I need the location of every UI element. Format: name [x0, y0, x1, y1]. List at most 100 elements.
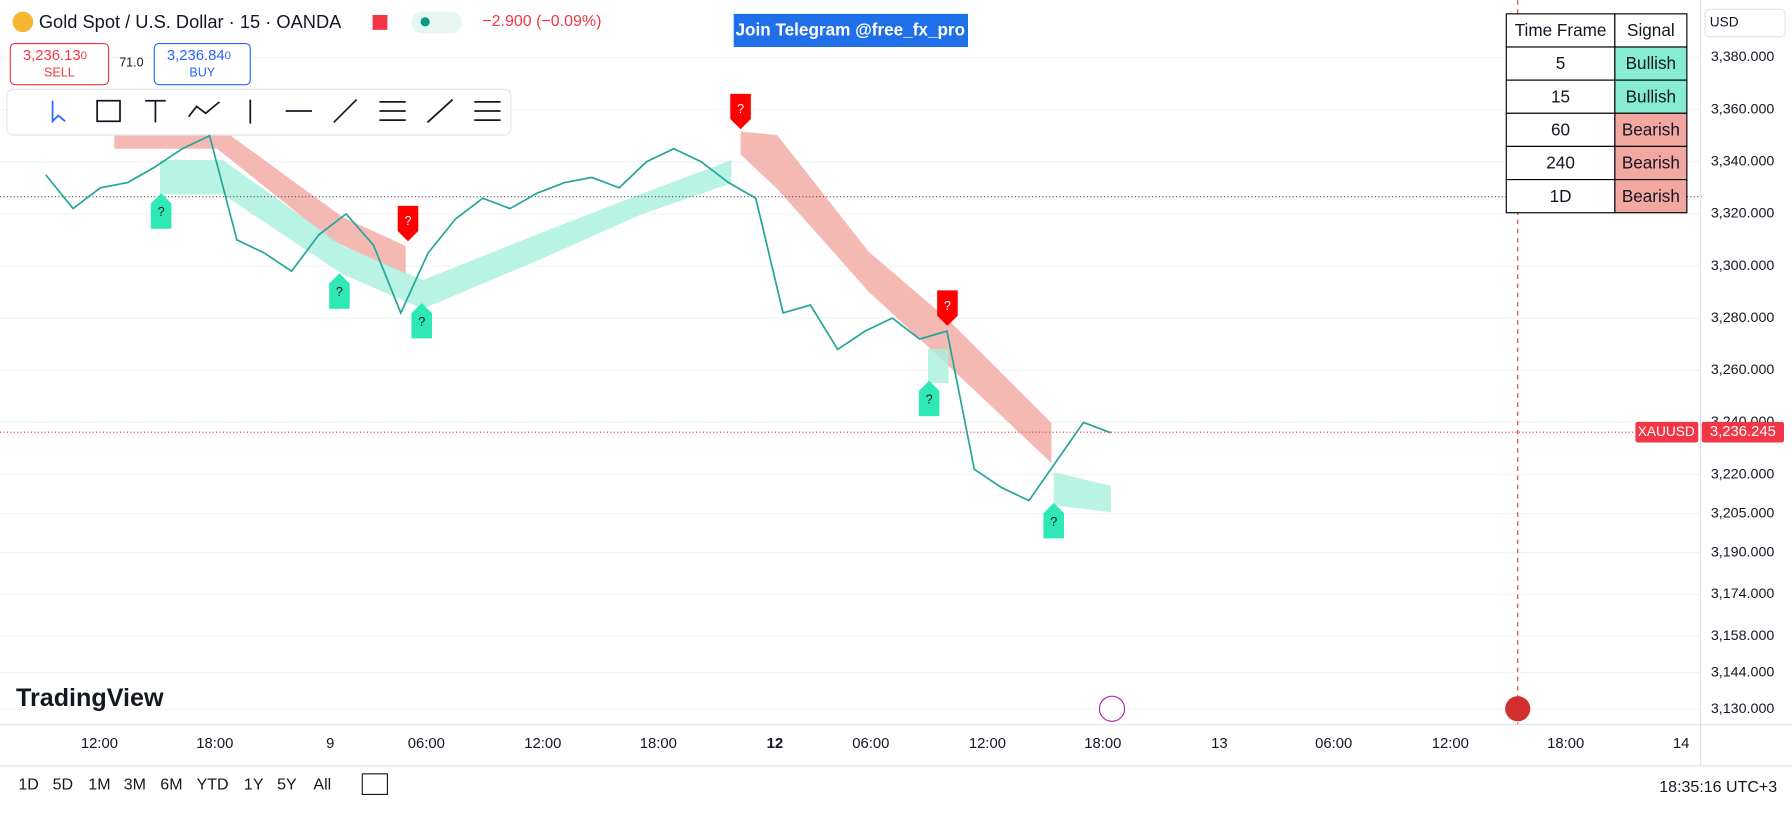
currency-select[interactable] [1704, 8, 1786, 38]
price-tag [1701, 421, 1784, 443]
signal-label: ? [336, 285, 343, 299]
time-frame: 5 [1556, 53, 1566, 73]
signal-marker [937, 290, 958, 326]
time-frame: 240 [1546, 153, 1575, 173]
bear-band [114, 120, 406, 275]
x-tick-label: 06:00 [1315, 736, 1352, 752]
y-tick-label: 3,205.000 [1711, 505, 1775, 521]
signal-label: ? [926, 392, 933, 406]
table-cell [1505, 79, 1616, 114]
market-status[interactable] [411, 11, 462, 34]
bull-band [928, 348, 1111, 513]
range-button[interactable]: 6M [160, 777, 182, 794]
x-tick-label: 9 [326, 736, 334, 752]
drawing-toolbar [6, 88, 512, 136]
signal-marker [397, 205, 419, 242]
signal-marker [411, 303, 432, 339]
y-tick-label: 3,340.000 [1711, 154, 1775, 170]
sell-button[interactable] [9, 43, 110, 86]
range-button[interactable]: 1Y [244, 777, 264, 794]
symbol-tag-label: XAUUSD [1638, 424, 1695, 439]
y-tick-label: 3,320.000 [1711, 206, 1775, 222]
time-frame: 1D [1550, 186, 1572, 206]
goto-date[interactable] [361, 773, 388, 795]
cursor-tool[interactable] [51, 100, 66, 124]
signal-marker [918, 380, 940, 417]
table-cell [1614, 179, 1688, 214]
signal-marker [730, 93, 751, 130]
x-tick-label: 13 [1211, 736, 1228, 752]
range-button[interactable]: 5Y [277, 777, 297, 794]
range-button[interactable]: 1M [88, 777, 110, 794]
currency: USD [1710, 15, 1739, 30]
table-header-cell [1614, 13, 1688, 48]
channel-tool[interactable] [474, 100, 501, 121]
sell-price: 3,236.130 [23, 48, 87, 64]
logo: TradingView [16, 684, 164, 712]
x-tick-label: 14 [1673, 736, 1690, 752]
time-frame: 60 [1551, 120, 1570, 140]
signal-marker [329, 273, 350, 309]
flag-icon[interactable] [372, 15, 388, 30]
banner[interactable]: Join Telegram @free_fx_pro [735, 20, 965, 40]
buy-price-tail: 0 [225, 50, 231, 62]
signal-label: ? [944, 299, 951, 313]
y-tick-label: 3,260.000 [1711, 362, 1775, 378]
y-tick-label: 3,360.000 [1711, 101, 1775, 117]
table-cell [1505, 145, 1616, 181]
range-button[interactable]: 5D [53, 777, 73, 794]
x-tick-label: 06:00 [408, 736, 445, 752]
sell-label: SELL [44, 66, 75, 80]
table-header: Signal [1627, 20, 1675, 40]
x-tick-label: 18:00 [1084, 736, 1121, 752]
text-tool[interactable] [145, 99, 166, 123]
signal-marker [1043, 503, 1064, 539]
table-cell [1505, 179, 1616, 214]
flag-event-icon[interactable] [1505, 696, 1531, 722]
symbol-title[interactable]: Gold Spot / U.S. Dollar · 15 · OANDA [39, 11, 342, 32]
signal: Bearish [1622, 186, 1680, 206]
signal-label: ? [737, 102, 744, 116]
arrow-tool[interactable] [333, 98, 358, 124]
buy-button[interactable] [153, 43, 251, 86]
fib-tool[interactable] [379, 100, 406, 121]
signal: Bearish [1622, 120, 1680, 140]
buy-label: BUY [189, 66, 215, 80]
signal-label: ? [418, 315, 425, 329]
symbol-icon [12, 11, 34, 33]
spread: 71.0 [119, 55, 143, 69]
x-tick-label: 18:00 [196, 736, 233, 752]
price-change: −2.900 (−0.09%) [482, 13, 601, 30]
x-tick-label: 18:00 [1547, 736, 1584, 752]
rect-tool[interactable] [96, 99, 121, 123]
range-button[interactable]: YTD [197, 777, 229, 794]
signal-label: ? [158, 205, 165, 219]
range-button[interactable]: 3M [124, 777, 146, 794]
y-tick-label: 3,300.000 [1711, 258, 1775, 274]
signal: Bullish [1626, 53, 1676, 73]
line-tool[interactable] [426, 98, 454, 124]
table-cell [1614, 46, 1688, 81]
path-tool[interactable] [187, 101, 220, 118]
x-tick-label: 12:00 [524, 736, 561, 752]
x-tick-label: 12:00 [969, 736, 1006, 752]
y-tick-label: 3,158.000 [1711, 628, 1775, 644]
sell-price-main: 3,236.13 [23, 48, 81, 64]
table-header: Time Frame [1515, 20, 1607, 40]
buy-price: 3,236.840 [167, 48, 231, 64]
event-icon[interactable] [1098, 695, 1126, 722]
clock: 18:35:16 UTC+3 [1659, 779, 1777, 796]
range-button[interactable]: 1D [18, 777, 38, 794]
banner-bg [733, 13, 968, 47]
signal: Bearish [1622, 153, 1680, 173]
y-tick-label: 3,220.000 [1711, 466, 1775, 482]
y-tick-label: 3,380.000 [1711, 49, 1775, 65]
range-button[interactable]: All [313, 777, 331, 794]
status-dot [420, 17, 430, 27]
table-cell [1614, 112, 1688, 147]
sell-price-tail: 0 [81, 50, 87, 62]
price-tag-label: 3,236.245 [1710, 424, 1776, 440]
